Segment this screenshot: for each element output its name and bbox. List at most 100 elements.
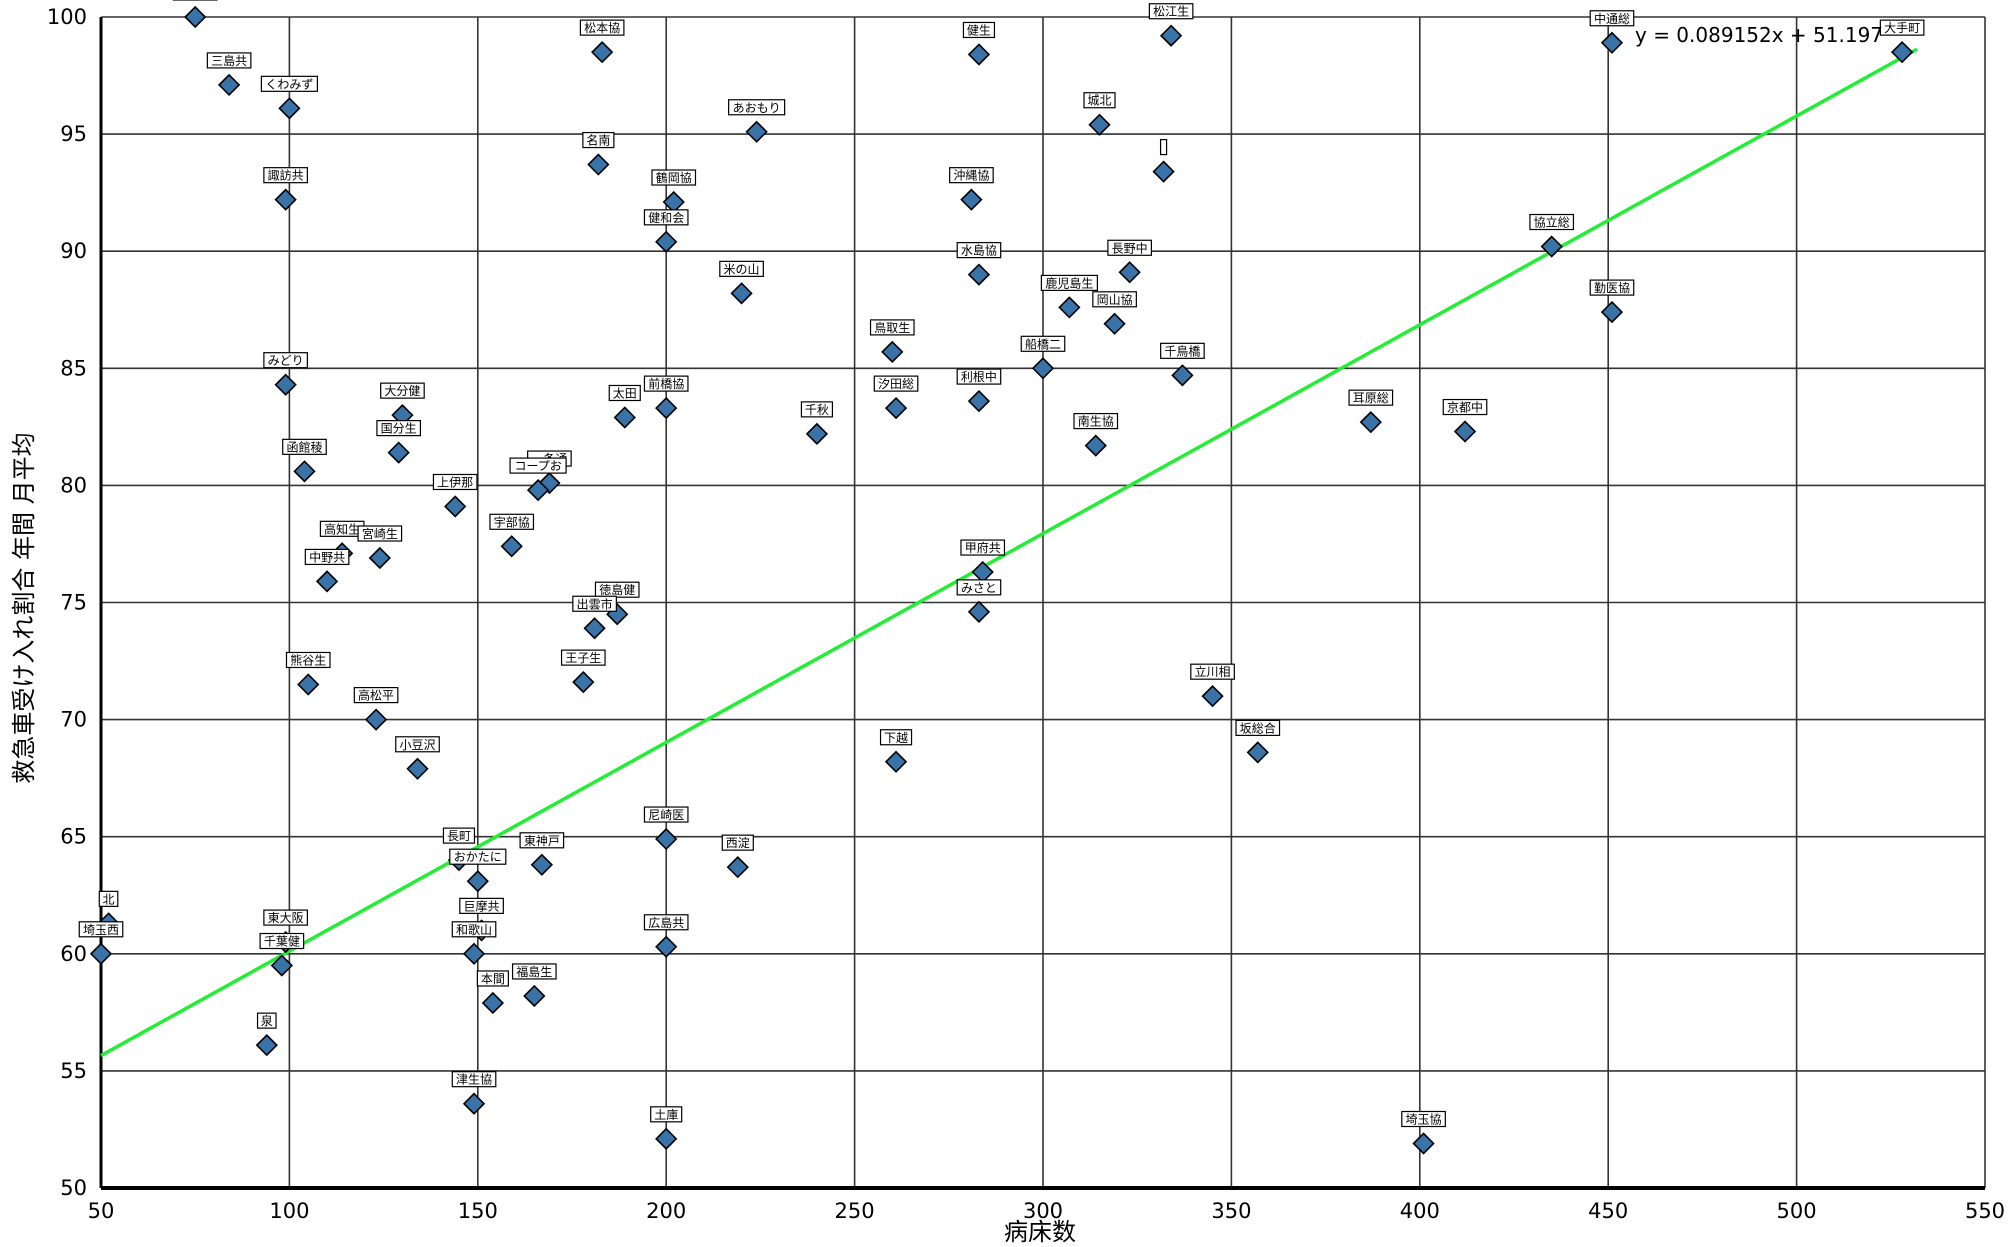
point-label: 熊谷生 (285, 651, 331, 669)
data-point (89, 942, 113, 965)
point-label-text: 埼玉西 (83, 923, 119, 937)
point-label-box (206, 52, 252, 69)
point-label: 前橋協 (643, 375, 689, 392)
point-label-box (572, 595, 617, 612)
point-label-text: 三島共 (211, 53, 247, 68)
point-label-box (643, 209, 689, 226)
point-label: 鶴岡協 (651, 169, 697, 186)
point-label: 水島協 (956, 242, 1002, 259)
point-label-box (608, 384, 641, 402)
point-label: 勤医協 (1589, 279, 1635, 296)
point-label-text: 下越 (884, 731, 908, 745)
point-label-text: 中通総 (1594, 11, 1630, 26)
point-label-box (719, 260, 764, 277)
x-tick-label: 200 (646, 1199, 686, 1223)
point-label: 京都中 (1442, 398, 1488, 416)
point-label: 東神戸 (519, 832, 565, 849)
point-label-box (728, 99, 786, 116)
point-label-text: 水島協 (961, 243, 997, 258)
point-label-text: 利根中 (961, 369, 997, 384)
point-label: 健生 (962, 21, 996, 39)
point-label-text: 高知生 (324, 521, 360, 536)
data-point (530, 853, 553, 876)
point-label: 米の山 (719, 260, 764, 277)
point-label-box (442, 827, 476, 844)
point-label-box (956, 242, 1002, 259)
point-label (1159, 138, 1168, 156)
point-label: コープお (509, 457, 567, 474)
point-label-box (873, 375, 919, 392)
data-point (1171, 364, 1194, 387)
point-label: 尼崎医 (643, 806, 689, 823)
axes: 50 100 150 200 250 300 350 400 450 500 550 50 55 60 65… (47, 5, 2005, 1223)
point-label-text: 名南 (586, 133, 610, 148)
point-label-box (1073, 412, 1119, 430)
point-label-text: くわみず (265, 77, 313, 91)
y-tick-label: 85 (60, 356, 87, 380)
data-point (368, 546, 391, 570)
data-point (274, 188, 297, 211)
point-label: 東大阪 (263, 909, 308, 926)
point-label-box (879, 729, 913, 746)
point-label-box (643, 375, 689, 392)
point-label-text: 熊谷生 (290, 652, 326, 667)
point-label: あおもり (728, 99, 786, 116)
point-label-box (956, 579, 1002, 596)
x-tick-label: 350 (1211, 1199, 1251, 1223)
point-label-box (285, 651, 331, 669)
data-point (481, 991, 505, 1015)
point-label-text: 協立総 (1534, 215, 1570, 230)
data-point (1058, 296, 1081, 319)
point-label-box (78, 921, 124, 938)
point-label: 鳥取生 (869, 319, 915, 336)
point-label-box (721, 834, 754, 851)
point-label-text: 千秋 (805, 403, 829, 417)
point-label: 諏訪共 (263, 167, 308, 184)
point-label: 名南 (582, 131, 615, 149)
point-label-box (1148, 3, 1194, 20)
data-point (255, 1034, 278, 1057)
data-point (1159, 24, 1183, 47)
point-label-text: おかたに (454, 850, 502, 864)
trendline-equation: y = 0.089152x + 51.197 (1635, 23, 1883, 47)
point-label-box (962, 21, 996, 39)
point-label-text: 高松平 (358, 688, 394, 703)
point-label-text: 函館稜 (286, 439, 322, 454)
y-axis-title: 救急車受け入れ割合 年間 月平均 (10, 432, 38, 783)
point-label: 太田 (608, 384, 641, 402)
point-label-text: 東大阪 (268, 911, 304, 925)
point-label: 船橋二 (1020, 335, 1066, 352)
data-point (967, 600, 991, 623)
point-label-text: 甲府共 (965, 540, 1001, 555)
point-label-box (956, 368, 1002, 385)
point-label-text: 巨摩共 (464, 898, 500, 913)
point-label: 函館稜 (282, 438, 327, 455)
point-label-box (643, 806, 689, 823)
y-tick-label: 70 (60, 708, 87, 732)
data-point (960, 188, 983, 211)
data-point (466, 870, 489, 893)
data-point (655, 935, 678, 958)
data-point (655, 1127, 678, 1150)
point-label-text: 宮崎生 (362, 526, 398, 541)
point-label: 城北 (1083, 92, 1116, 109)
x-tick-label: 550 (1965, 1199, 2005, 1223)
data-point (805, 422, 829, 446)
data-point (297, 673, 320, 696)
x-tick-label: 100 (269, 1199, 309, 1223)
point-label-text: 東神戸 (524, 834, 560, 848)
point-label: 広島共 (643, 914, 689, 931)
point-label-text: 岡山協 (1097, 292, 1133, 307)
point-label-text: 大手町 (1884, 21, 1920, 35)
point-label-box (357, 525, 403, 542)
point-label-text: 大分健 (384, 384, 420, 398)
point-label-box (380, 382, 425, 399)
point-label: 健和会 (643, 209, 689, 226)
point-label: みどり (263, 352, 308, 369)
point-label-box (651, 169, 697, 186)
point-label-text: 長野中 (1112, 240, 1148, 255)
point-label-box (256, 1012, 277, 1029)
point-label: 本間 (476, 970, 509, 987)
data-point (1201, 685, 1224, 708)
